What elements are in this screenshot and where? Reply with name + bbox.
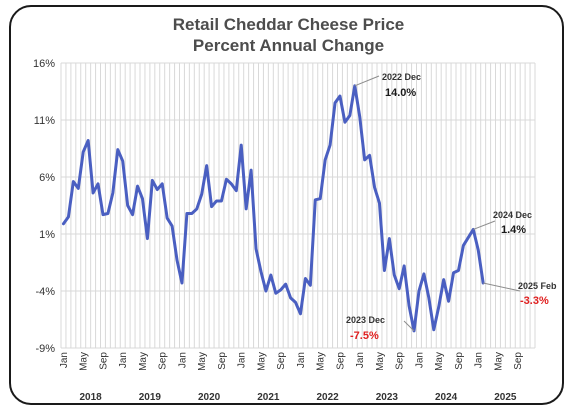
x-tick-label-month: May [79, 352, 90, 371]
x-tick-label-month: Jan [474, 352, 485, 368]
y-tick-label: 11% [34, 115, 55, 127]
x-tick-label-month: Jan [355, 352, 366, 368]
annotation-leader [483, 282, 521, 292]
x-tick-label-year: 2020 [198, 392, 221, 403]
annotation-leader [403, 320, 415, 332]
y-tick-label: 1% [39, 229, 55, 241]
x-tick-label-year: 2025 [494, 392, 517, 403]
x-tick-label-month: May [375, 352, 386, 371]
y-tick-label: 6% [39, 172, 55, 184]
x-tick-label-month: May [138, 352, 149, 371]
annotation-label: 2023 Dec [346, 315, 385, 325]
x-tick-label-month: Sep [454, 352, 465, 370]
annotation-value: 1.4% [501, 224, 526, 236]
chart-subtitle: Percent Annual Change [192, 36, 385, 55]
y-tick-label: 16% [33, 58, 55, 70]
x-tick-label-month: Jan [118, 352, 129, 368]
annotation-value: -7.5% [350, 330, 379, 342]
x-tick-label-month: Jan [237, 352, 248, 368]
annotation-leader [354, 75, 380, 87]
annotation-value: -3.3% [520, 295, 549, 307]
x-tick-label-year: 2018 [80, 392, 103, 403]
x-tick-label-month: Sep [335, 352, 346, 370]
x-tick-label-month: Sep [395, 352, 406, 370]
x-tick-label-month: Sep [98, 352, 109, 370]
annotation-label: 2024 Dec [493, 210, 532, 220]
x-tick-label-month: May [256, 352, 267, 371]
chart-title-block: Retail Cheddar Cheese Price Percent Annu… [0, 14, 577, 56]
x-tick-label-year: 2024 [435, 392, 458, 403]
x-tick-label-month: Jan [59, 352, 70, 368]
x-tick-label-year: 2021 [257, 392, 280, 403]
y-tick-label: -4% [35, 286, 55, 298]
x-tick-label-month: May [434, 352, 445, 371]
x-tick-label-month: Jan [414, 352, 425, 368]
y-tick-label: -9% [35, 343, 55, 355]
annotation-label: 2025 Feb [518, 281, 557, 291]
x-tick-label-month: Sep [217, 352, 228, 370]
x-tick-label-month: Jan [177, 352, 188, 368]
x-tick-label-year: 2023 [376, 392, 399, 403]
x-tick-label-month: Sep [158, 352, 169, 370]
series-line [61, 84, 485, 333]
annotation-label: 2022 Dec [382, 72, 421, 82]
x-tick-label-year: 2019 [139, 392, 162, 403]
x-tick-label-month: May [493, 352, 504, 371]
x-tick-label-month: Jan [296, 352, 307, 368]
x-tick-label-month: Sep [276, 352, 287, 370]
annotation-value: 14.0% [385, 87, 416, 99]
x-tick-label-year: 2022 [317, 392, 340, 403]
chart-title: Retail Cheddar Cheese Price [172, 15, 405, 34]
x-tick-label-month: May [316, 352, 327, 371]
x-tick-label-month: May [197, 352, 208, 371]
x-tick-label-month: Sep [513, 352, 524, 370]
annotation-leader [473, 220, 496, 230]
